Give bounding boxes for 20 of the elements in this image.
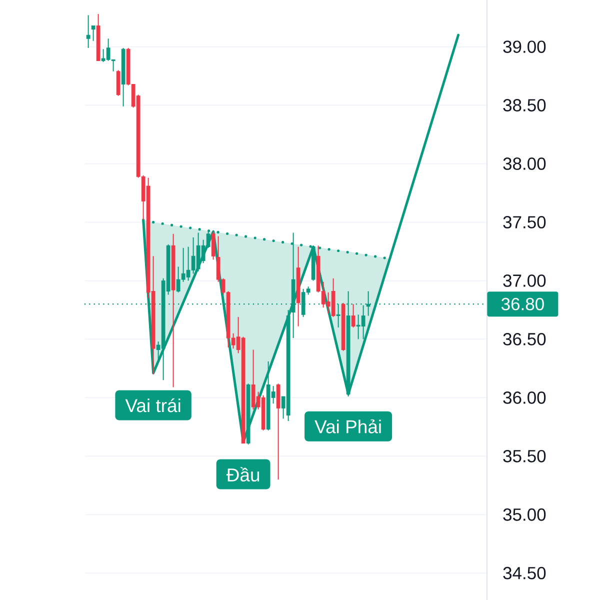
annotation: Đầu: [226, 467, 260, 482]
annotation: Vai trái: [125, 398, 180, 412]
y-tick-label: 38.50: [503, 99, 546, 112]
annotation: Vai Phải: [314, 419, 381, 434]
y-tick-label: 35.50: [503, 450, 546, 462]
y-tick-label: 39.00: [503, 40, 546, 53]
y-tick-label: 37.50: [503, 216, 546, 228]
y-tick-label: 36.00: [503, 391, 546, 404]
candlestick: [351, 304, 356, 328]
y-tick-label: 37.00: [503, 274, 546, 287]
candlestick: [211, 231, 216, 260]
candlestick: [116, 70, 120, 96]
candlestick: [86, 14, 90, 48]
y-tick-label: 34.50: [503, 566, 546, 580]
candlestick: [276, 383, 280, 480]
candlestick: [91, 25, 96, 42]
y-tick-label: 35.00: [503, 508, 546, 521]
y-tick-label: 38.00: [503, 158, 546, 170]
ref-line-label: 36.80: [501, 298, 544, 310]
y-tick-label: 36.50: [503, 332, 546, 346]
